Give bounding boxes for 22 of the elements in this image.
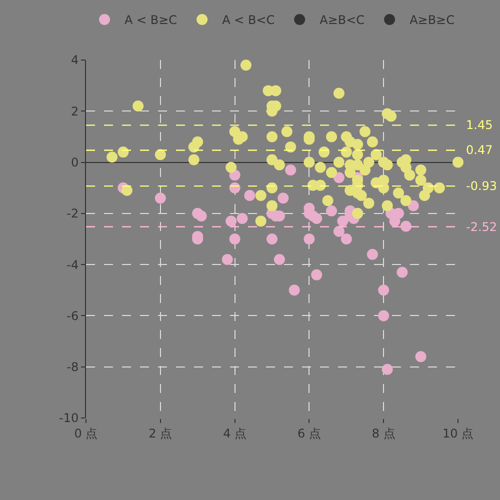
legend-label: A≥B<C (320, 13, 365, 28)
y-tick-label: -2 (66, 206, 79, 221)
y-tick-label: -8 (66, 360, 79, 374)
legend-label: A < B<C (222, 13, 275, 28)
legend-label: A < B≥C (124, 13, 178, 28)
x-tick-label: 4 点 (223, 426, 247, 440)
y-tick-label: 0 (70, 155, 79, 170)
legend-label: A≥B≥C (410, 13, 454, 28)
ref-line-label: 1.45 (466, 118, 493, 132)
x-tick-label: 0 点 (74, 426, 98, 440)
y-tick-label: -6 (66, 308, 79, 323)
y-tick-label: 4 (70, 53, 79, 68)
ref-line-label: -2.52 (466, 220, 498, 234)
x-tick-label: 8 点 (372, 426, 396, 440)
y-tick-label: 2 (70, 104, 79, 118)
x-tick-label: 10 点 (442, 426, 474, 440)
x-tick-label: 6 点 (297, 426, 321, 440)
ref-line-label: -0.93 (466, 179, 498, 193)
y-tick-label: -10 (58, 411, 79, 426)
y-tick-label: -4 (66, 258, 79, 272)
ref-line-label: 0.47 (466, 143, 493, 157)
x-tick-label: 2 点 (148, 426, 172, 440)
